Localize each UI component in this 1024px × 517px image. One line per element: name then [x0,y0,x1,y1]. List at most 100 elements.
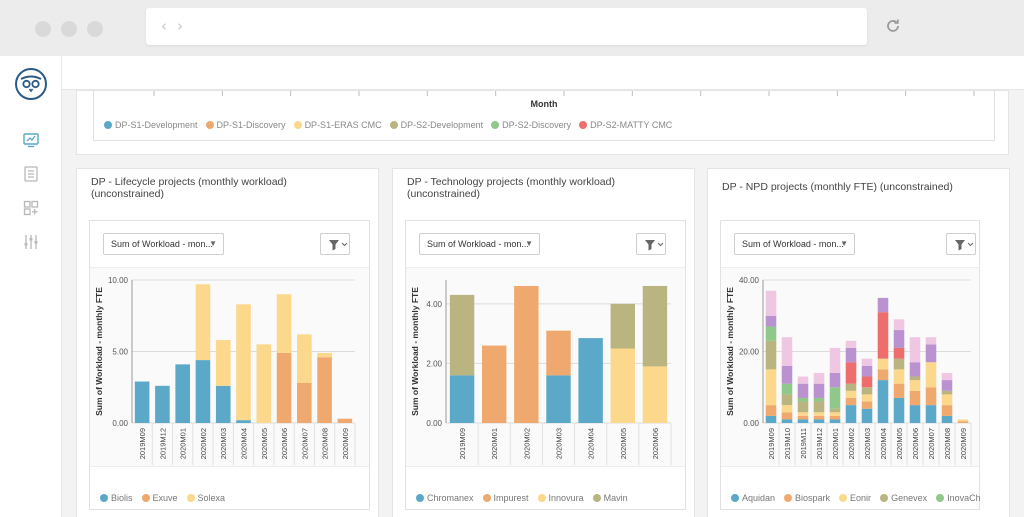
bar-segment[interactable] [925,344,937,363]
bar-segment[interactable] [449,375,475,423]
lifecycle-filter-button[interactable] [320,233,350,255]
bar-segment[interactable] [765,340,777,370]
bar-segment[interactable] [781,419,793,423]
bar-segment[interactable] [797,412,809,416]
bar-segment[interactable] [797,376,809,384]
bar-segment[interactable] [482,345,507,423]
bar-segment[interactable] [813,412,825,416]
bar-segment[interactable] [845,405,857,423]
bar-segment[interactable] [893,330,905,348]
bar-segment[interactable] [845,397,857,406]
bar-segment[interactable] [765,405,777,416]
bar-segment[interactable] [215,340,231,386]
bar-segment[interactable] [578,338,603,423]
bar-segment[interactable] [957,419,969,422]
bar-segment[interactable] [941,405,953,416]
back-icon[interactable]: ‹ [161,17,167,35]
bar-segment[interactable] [546,330,571,376]
list-icon[interactable] [22,165,40,183]
bar-segment[interactable] [829,387,841,409]
bar-segment[interactable] [893,319,905,331]
bar-segment[interactable] [813,419,825,423]
bar-segment[interactable] [765,415,777,423]
legend-item[interactable]: DP-S2-Discovery [491,120,571,130]
bar-segment[interactable] [276,352,292,423]
bar-segment[interactable] [813,383,825,398]
dashboard-icon[interactable] [22,131,40,149]
npd-measure-select[interactable]: Sum of Workload - mon... ▼ [734,233,855,255]
bar-segment[interactable] [877,369,889,381]
legend-item[interactable]: Chromanex [416,493,474,503]
bar-segment[interactable] [957,421,969,423]
forward-icon[interactable]: › [177,17,183,35]
technology-measure-select[interactable]: Sum of Workload - mon... ▼ [419,233,540,255]
bar-segment[interactable] [941,394,953,406]
bar-segment[interactable] [861,358,873,366]
bar-segment[interactable] [449,294,475,376]
bar-segment[interactable] [256,344,272,423]
address-bar[interactable]: ‹ › [146,8,867,45]
bar-segment[interactable] [925,362,937,388]
bar-segment[interactable] [797,401,809,413]
window-minimize-dot[interactable] [61,21,77,37]
bar-segment[interactable] [236,304,251,421]
bar-segment[interactable] [861,376,873,388]
bar-segment[interactable] [861,401,873,409]
bar-segment[interactable] [829,372,841,388]
bar-segment[interactable] [845,390,857,398]
legend-item[interactable]: Genevex [880,493,927,503]
bar-segment[interactable] [861,387,873,395]
bar-segment[interactable] [829,419,841,423]
legend-item[interactable]: DP-S2-MATTY CMC [579,120,672,130]
technology-filter-button[interactable] [636,233,666,255]
npd-filter-button[interactable] [946,233,976,255]
bar-segment[interactable] [781,383,793,395]
bar-segment[interactable] [925,405,937,423]
window-close-dot[interactable] [35,21,51,37]
bar-segment[interactable] [893,347,905,359]
legend-item[interactable]: InovaChrom [936,493,981,503]
bar-segment[interactable] [797,415,809,420]
bar-segment[interactable] [765,315,777,327]
bar-segment[interactable] [861,365,873,377]
sliders-icon[interactable] [22,233,40,251]
legend-item[interactable]: DP-S1-ERAS CMC [293,120,382,130]
bar-segment[interactable] [877,358,889,370]
bar-segment[interactable] [546,375,571,423]
bar-segment[interactable] [215,385,231,423]
bar-segment[interactable] [642,285,668,367]
bar-segment[interactable] [797,419,809,423]
bar-segment[interactable] [765,369,777,406]
bar-segment[interactable] [155,385,170,423]
bar-segment[interactable] [134,381,150,423]
bar-segment[interactable] [642,366,668,423]
bar-segment[interactable] [781,412,793,420]
bar-segment[interactable] [297,334,312,383]
bar-segment[interactable] [909,376,921,381]
legend-item[interactable]: Impurest [482,493,529,503]
bar-segment[interactable] [829,408,841,413]
bar-segment[interactable] [893,358,905,370]
legend-item[interactable]: Innovura [537,493,584,503]
bar-segment[interactable] [845,362,857,384]
bar-segment[interactable] [861,394,873,402]
bar-segment[interactable] [941,415,953,423]
bar-segment[interactable] [317,352,332,358]
bar-segment[interactable] [195,360,211,423]
legend-item[interactable]: Biolis [100,493,133,503]
legend-item[interactable]: Aquidan [731,493,775,503]
bar-segment[interactable] [781,365,793,384]
bar-segment[interactable] [781,405,793,413]
bar-segment[interactable] [925,387,937,406]
bar-segment[interactable] [829,412,841,416]
bar-segment[interactable] [797,383,809,398]
bar-segment[interactable] [829,415,841,420]
bar-segment[interactable] [195,284,211,361]
bar-segment[interactable] [236,420,251,423]
legend-item[interactable]: DP-S1-Development [104,120,198,130]
bar-segment[interactable] [175,364,190,423]
legend-item[interactable]: Solexa [186,493,225,503]
bar-segment[interactable] [909,380,921,391]
bar-segment[interactable] [514,285,539,423]
bar-segment[interactable] [813,397,825,402]
